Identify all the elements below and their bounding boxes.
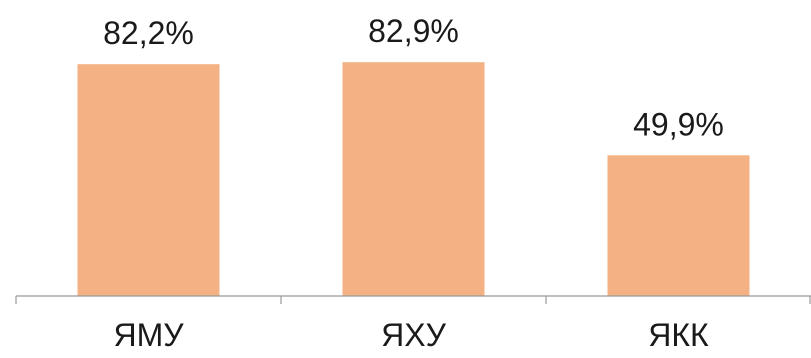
bar-3 — [607, 155, 750, 296]
data-label-3: 49,9% — [633, 106, 724, 142]
bar-2 — [342, 62, 485, 296]
x-axis — [15, 295, 811, 304]
category-label-2: ЯХУ — [381, 317, 446, 353]
category-label-3: ЯКК — [648, 317, 709, 353]
bar-1 — [77, 64, 220, 296]
data-labels-layer: 82,2% 82,9% 49,9% — [103, 13, 724, 142]
category-labels-layer: ЯМУ ЯХУ ЯКК — [113, 317, 709, 353]
data-label-1: 82,2% — [103, 15, 194, 51]
category-label-1: ЯМУ — [113, 317, 184, 353]
data-label-2: 82,9% — [368, 13, 459, 49]
bars-layer — [77, 62, 750, 296]
